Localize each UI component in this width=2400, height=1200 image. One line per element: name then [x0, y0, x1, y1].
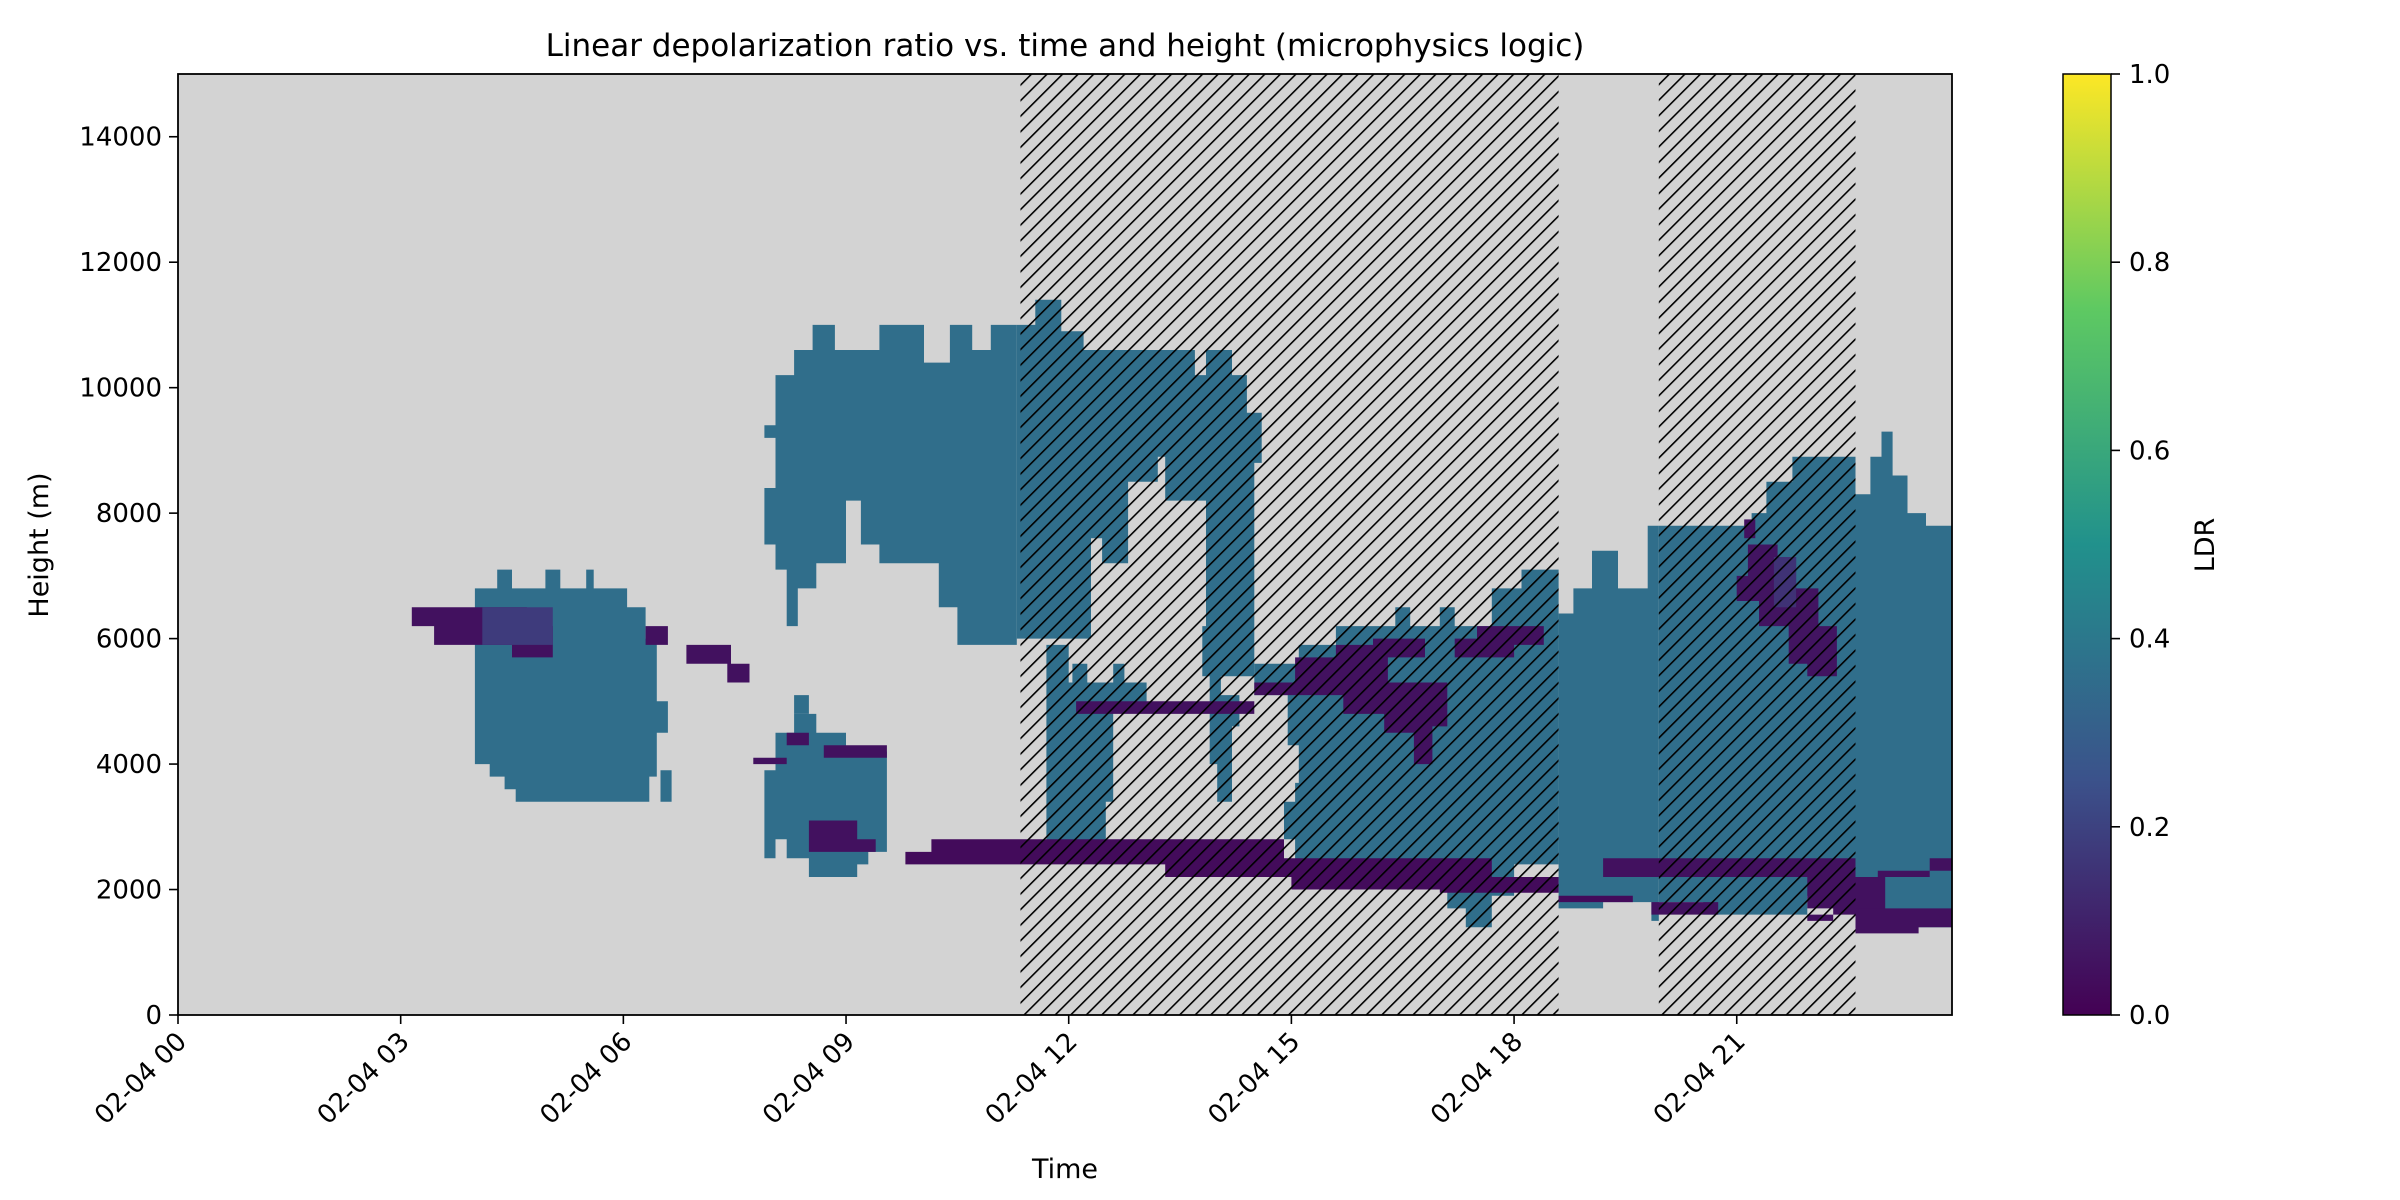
colorbar-tick-label: 0.6 — [2129, 436, 2170, 466]
x-axis: 02-04 00 02-04 03 02-04 06 02-04 09 02-04 12… — [89, 1015, 1752, 1131]
chart-title: Linear depolarization ratio vs. time and… — [546, 28, 1585, 64]
colorbar-tick-label: 0.0 — [2129, 1001, 2170, 1031]
y-tick-label: 2000 — [96, 876, 162, 906]
ldr-region-cloud-2330-2400-gap — [1900, 889, 1923, 903]
x-tick-label: 02-04 12 — [980, 1027, 1084, 1131]
hatched-period-1 — [1020, 74, 1559, 1015]
x-tick-label: 02-04 15 — [1202, 1027, 1306, 1131]
hatched-periods — [1020, 74, 1856, 1015]
x-tick-label: 02-04 03 — [312, 1027, 416, 1131]
x-tick-label: 02-04 09 — [757, 1027, 861, 1131]
ldr-region-streak-0300-0700-fallstreak — [482, 607, 553, 645]
y-tick-label: 8000 — [96, 499, 162, 529]
ldr-region-streak-2230-2400 — [1855, 908, 1952, 934]
x-tick-label: 02-04 06 — [534, 1027, 638, 1131]
y-tick-label: 10000 — [79, 374, 162, 404]
ldr-region-cloud-0800-0900-uppertip — [794, 695, 809, 714]
x-tick-label: 02-04 00 — [89, 1027, 193, 1131]
x-tick-label: 02-04 21 — [1648, 1027, 1752, 1131]
ldr-region-cloud-0800-1130-upper — [764, 324, 1017, 645]
x-axis-label: Time — [1031, 1154, 1098, 1185]
colorbar-tick-label: 0.2 — [2129, 813, 2170, 843]
y-tick-label: 14000 — [79, 123, 162, 153]
colorbar-tick-label: 0.4 — [2129, 625, 2170, 655]
ldr-region-cloud-0630-0700 — [660, 770, 672, 802]
colorbar-axis: 0.0 0.2 0.4 0.6 0.8 1.0 — [2111, 60, 2170, 1031]
plot-frame — [177, 73, 1953, 1016]
y-tick-label: 6000 — [96, 625, 162, 655]
hatched-period-2 — [1658, 74, 1856, 1015]
x-tick-label: 02-04 18 — [1425, 1027, 1529, 1131]
ldr-region-cloud-1830-2000 — [1558, 525, 1659, 921]
ldr-region-streak-0630-0700 — [645, 626, 668, 645]
y-tick-label: 0 — [145, 1001, 162, 1031]
ldr-region-streak-0800-0900-a — [753, 732, 887, 765]
y-tick-label: 4000 — [96, 750, 162, 780]
colorbar-tick-label: 0.8 — [2129, 248, 2170, 278]
ldr-region-streak-0700-0730 — [686, 644, 750, 683]
y-axis: 0 2000 4000 6000 8000 10000 12000 14000 — [79, 123, 178, 1031]
colorbar — [2062, 73, 2112, 1016]
colorbar-tick-label: 1.0 — [2129, 60, 2170, 90]
y-axis-label: Height (m) — [24, 472, 55, 617]
colorbar-label: LDR — [2190, 518, 2221, 573]
y-tick-label: 12000 — [79, 248, 162, 278]
ldr-region-streak-0800-0900-b — [808, 820, 876, 852]
